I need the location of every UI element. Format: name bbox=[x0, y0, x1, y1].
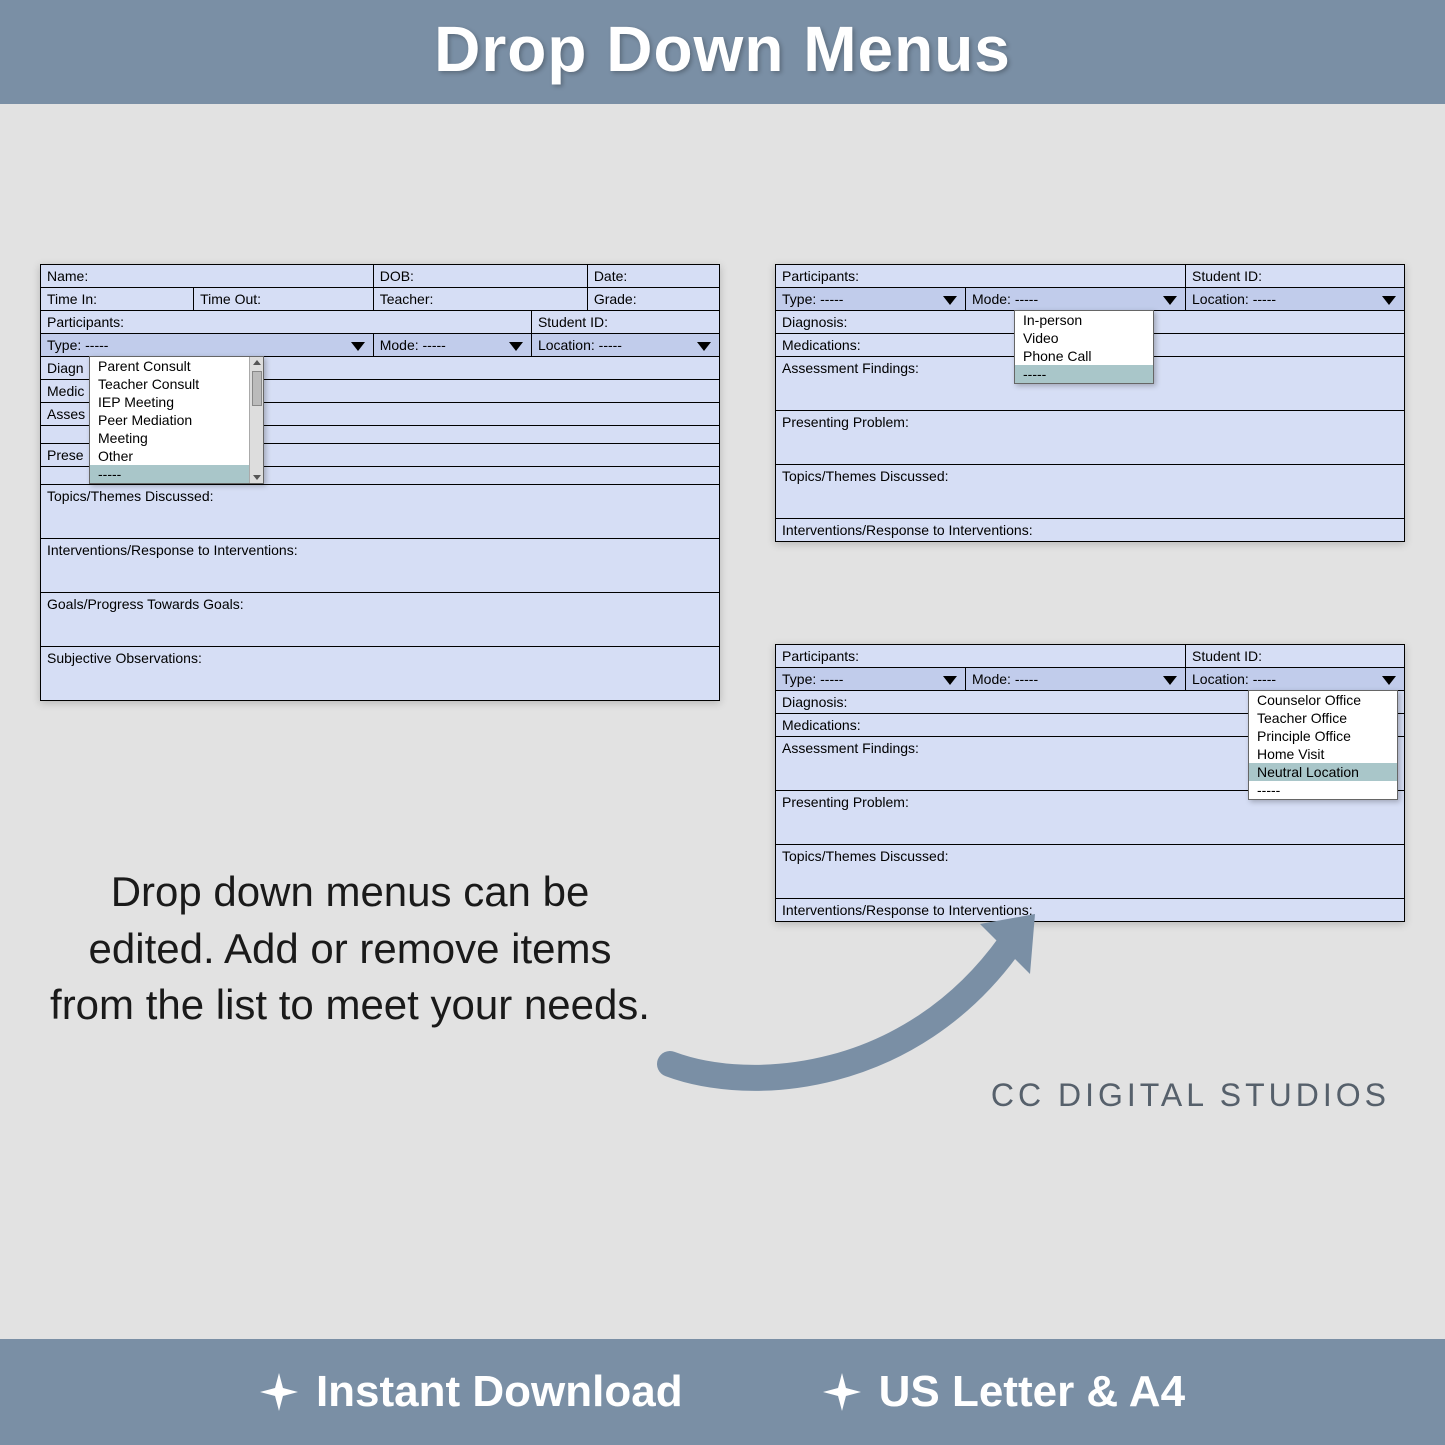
dropdown-option[interactable]: IEP Meeting bbox=[90, 393, 249, 411]
footer-band: Instant Download US Letter & A4 bbox=[0, 1339, 1445, 1445]
label-date: Date: bbox=[587, 265, 719, 288]
label-interventions: Interventions/Response to Interventions: bbox=[776, 519, 1405, 542]
label-studentid: Student ID: bbox=[1186, 265, 1405, 288]
dropdown-option[interactable]: ----- bbox=[90, 465, 249, 483]
type-label: Type: bbox=[782, 671, 816, 687]
type-dropdown-list[interactable]: Parent ConsultTeacher ConsultIEP Meeting… bbox=[89, 356, 264, 484]
mode-dropdown[interactable]: Mode: ----- bbox=[373, 334, 531, 357]
dropdown-option[interactable]: ----- bbox=[1015, 365, 1153, 383]
mode-dropdown-list[interactable]: In-personVideoPhone Call----- bbox=[1014, 310, 1154, 384]
label-grade: Grade: bbox=[587, 288, 719, 311]
mode-dropdown[interactable]: Mode: ----- In-personVideoPhone Call----… bbox=[966, 288, 1186, 311]
label-timeout: Time Out: bbox=[194, 288, 374, 311]
sparkle-icon bbox=[260, 1373, 298, 1411]
type-label: Type: bbox=[782, 291, 816, 307]
location-value: ----- bbox=[1253, 291, 1276, 307]
dropdown-option[interactable]: Other bbox=[90, 447, 249, 465]
mode-label: Mode: bbox=[380, 337, 419, 353]
dropdown-option[interactable]: Principle Office bbox=[1249, 727, 1397, 745]
chevron-down-icon bbox=[943, 296, 957, 305]
location-label: Location: bbox=[1192, 291, 1249, 307]
label-dob: DOB: bbox=[373, 265, 587, 288]
label-teacher: Teacher: bbox=[373, 288, 587, 311]
form-preview-mode-dropdown: Participants: Student ID: Type: ----- Mo… bbox=[775, 264, 1405, 542]
label-participants: Participants: bbox=[776, 265, 1186, 288]
caption-text: Drop down menus can be edited. Add or re… bbox=[50, 864, 650, 1034]
label-presenting: Presenting Problem: bbox=[776, 411, 1405, 465]
chevron-down-icon bbox=[351, 342, 365, 351]
type-value: ----- bbox=[820, 671, 843, 687]
label-topics: Topics/Themes Discussed: bbox=[776, 465, 1405, 519]
mode-value: ----- bbox=[1015, 291, 1038, 307]
dropdown-option[interactable]: Peer Mediation bbox=[90, 411, 249, 429]
form1-table: Name: DOB: Date: Time In: Time Out: Teac… bbox=[40, 264, 720, 701]
label-name: Name: bbox=[41, 265, 374, 288]
mode-label: Mode: bbox=[972, 671, 1011, 687]
label-studentid: Student ID: bbox=[1186, 645, 1405, 668]
type-label: Type: bbox=[47, 337, 81, 353]
dropdown-option[interactable]: Neutral Location bbox=[1249, 763, 1397, 781]
footer-item2-label: US Letter & A4 bbox=[879, 1367, 1185, 1417]
location-value: ----- bbox=[599, 337, 622, 353]
dropdown-option[interactable]: Phone Call bbox=[1015, 347, 1153, 365]
chevron-down-icon bbox=[1163, 296, 1177, 305]
dropdown-option[interactable]: Meeting bbox=[90, 429, 249, 447]
label-participants: Participants: bbox=[41, 311, 532, 334]
mode-label: Mode: bbox=[972, 291, 1011, 307]
location-dropdown[interactable]: Location: ----- bbox=[531, 334, 719, 357]
chevron-down-icon bbox=[943, 676, 957, 685]
dropdown-option[interactable]: ----- bbox=[1249, 781, 1397, 799]
type-dropdown[interactable]: Type: ----- bbox=[776, 668, 966, 691]
chevron-down-icon bbox=[1382, 296, 1396, 305]
location-label: Location: bbox=[538, 337, 595, 353]
label-goals: Goals/Progress Towards Goals: bbox=[41, 593, 720, 647]
footer-paper-size: US Letter & A4 bbox=[823, 1367, 1185, 1417]
chevron-down-icon bbox=[697, 342, 711, 351]
chevron-down-icon bbox=[509, 342, 523, 351]
label-subjective: Subjective Observations: bbox=[41, 647, 720, 701]
dropdown-option[interactable]: Video bbox=[1015, 329, 1153, 347]
label-participants: Participants: bbox=[776, 645, 1186, 668]
label-topics: Topics/Themes Discussed: bbox=[41, 485, 720, 539]
scrollbar[interactable] bbox=[249, 357, 263, 483]
label-interventions: Interventions/Response to Interventions: bbox=[41, 539, 720, 593]
type-dropdown[interactable]: Type: ----- bbox=[776, 288, 966, 311]
page-title: Drop Down Menus bbox=[0, 12, 1445, 86]
location-dropdown[interactable]: Location: ----- bbox=[1186, 288, 1405, 311]
label-timein: Time In: bbox=[41, 288, 194, 311]
dropdown-option[interactable]: In-person bbox=[1015, 311, 1153, 329]
type-value: ----- bbox=[85, 337, 108, 353]
mode-dropdown[interactable]: Mode: ----- bbox=[966, 668, 1186, 691]
brand-text: CC DIGITAL STUDIOS bbox=[991, 1077, 1390, 1114]
location-dropdown-list[interactable]: Counselor OfficeTeacher OfficePrinciple … bbox=[1248, 690, 1398, 800]
chevron-down-icon bbox=[1163, 676, 1177, 685]
dropdown-option[interactable]: Home Visit bbox=[1249, 745, 1397, 763]
chevron-down-icon bbox=[1382, 676, 1396, 685]
header-band: Drop Down Menus bbox=[0, 0, 1445, 104]
type-value: ----- bbox=[820, 291, 843, 307]
location-value: ----- bbox=[1253, 671, 1276, 687]
scroll-thumb[interactable] bbox=[252, 371, 262, 406]
type-dropdown[interactable]: Type: ----- Parent ConsultTeacher Consul… bbox=[41, 334, 374, 357]
dropdown-option[interactable]: Teacher Consult bbox=[90, 375, 249, 393]
footer-instant-download: Instant Download bbox=[260, 1367, 683, 1417]
content-area: Name: DOB: Date: Time In: Time Out: Teac… bbox=[0, 104, 1445, 1284]
location-dropdown[interactable]: Location: ----- Counselor OfficeTeacher … bbox=[1186, 668, 1405, 691]
mode-value: ----- bbox=[423, 337, 446, 353]
label-studentid: Student ID: bbox=[531, 311, 719, 334]
sparkle-icon bbox=[823, 1373, 861, 1411]
form-preview-type-dropdown: Name: DOB: Date: Time In: Time Out: Teac… bbox=[40, 264, 720, 701]
dropdown-option[interactable]: Teacher Office bbox=[1249, 709, 1397, 727]
mode-value: ----- bbox=[1015, 671, 1038, 687]
dropdown-option[interactable]: Counselor Office bbox=[1249, 691, 1397, 709]
location-label: Location: bbox=[1192, 671, 1249, 687]
form2-table: Participants: Student ID: Type: ----- Mo… bbox=[775, 264, 1405, 542]
dropdown-option[interactable]: Parent Consult bbox=[90, 357, 249, 375]
footer-item1-label: Instant Download bbox=[316, 1367, 683, 1417]
